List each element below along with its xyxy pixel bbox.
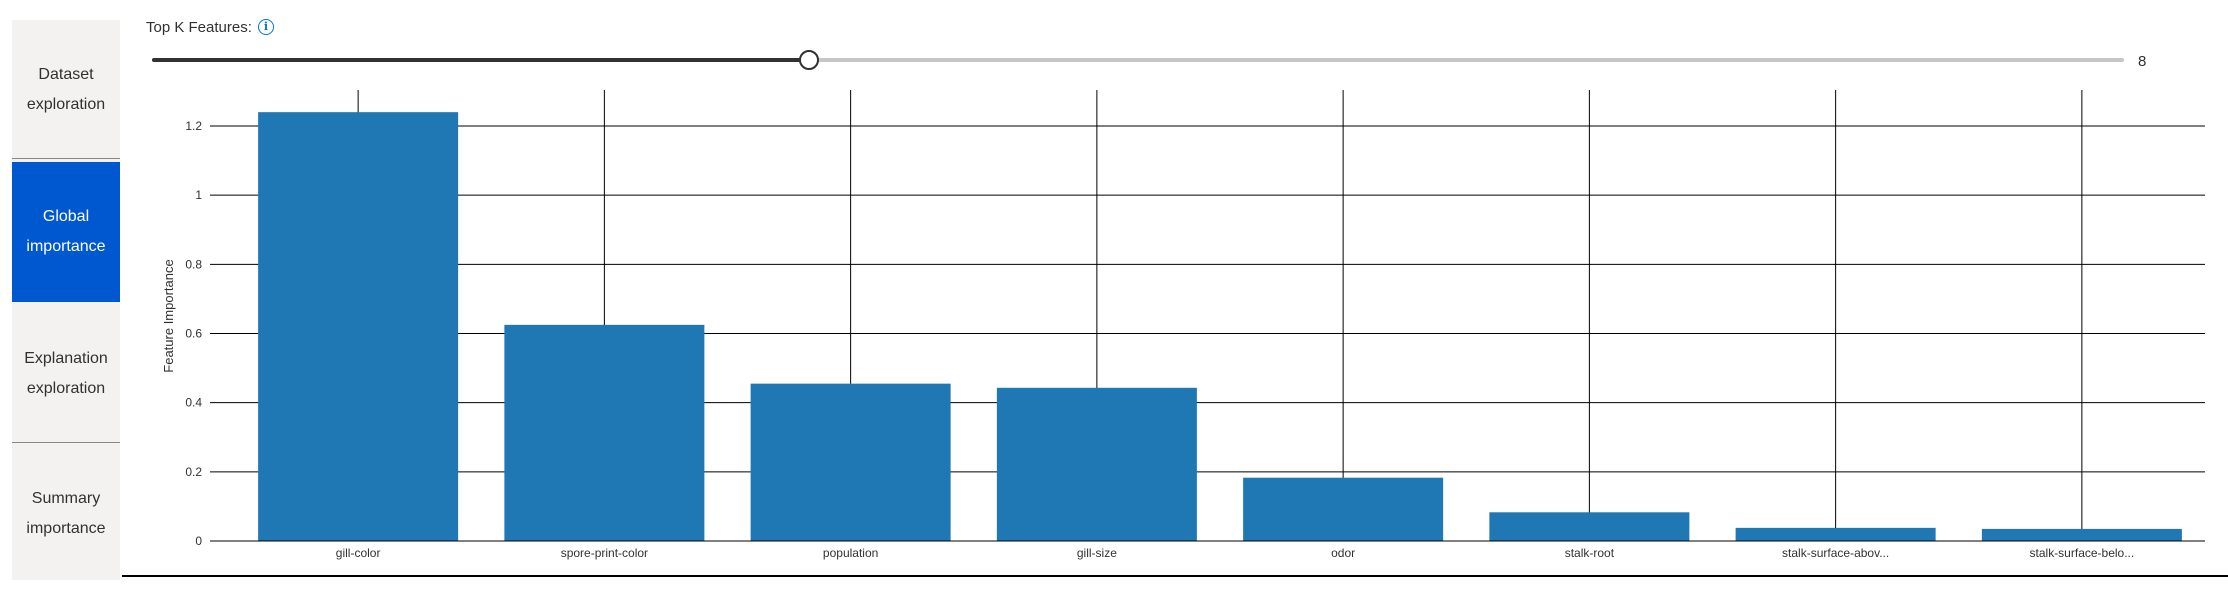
top-k-value: 8 [2138, 53, 2147, 70]
bar [258, 112, 459, 542]
y-tick-label: 0.6 [185, 327, 202, 341]
y-tick-label: 0.4 [185, 396, 202, 410]
nav-item-label: Global importance [26, 208, 106, 255]
y-tick-label: 1 [195, 188, 202, 202]
axes: 0 0.2 0.4 0.6 0.8 1 1.2 gill-color spore-print-c… [122, 119, 2228, 577]
slider-fill [152, 58, 810, 62]
x-tick-label: odor [1331, 546, 1355, 560]
x-tick-label: stalk-root [1565, 546, 1615, 560]
x-tick-label: stalk-surface-belo... [2030, 546, 2135, 560]
nav-divider [12, 158, 120, 159]
bar [996, 387, 1197, 541]
y-tick-label: 1.2 [185, 119, 202, 133]
x-tick-label: gill-color [336, 546, 381, 560]
y-tick-label: 0.8 [185, 257, 202, 271]
x-tick-label: stalk-surface-abov... [1782, 546, 1889, 560]
x-tick-label: population [823, 546, 878, 560]
nav-item-explanation-exploration[interactable]: Explanation exploration [12, 304, 120, 444]
slider-track[interactable] [152, 58, 2124, 62]
bars [258, 112, 2182, 542]
nav-item-label: Summary importance [26, 490, 106, 537]
y-tick-label: 0 [195, 534, 202, 548]
bar [1735, 527, 1936, 541]
y-axis-title: Feature Importance [161, 259, 176, 372]
bar [1981, 528, 2182, 541]
x-tick-label: spore-print-color [561, 546, 648, 560]
nav-divider [12, 442, 120, 443]
nav-item-label: Explanation exploration [24, 350, 108, 397]
x-tick-label: gill-size [1077, 546, 1117, 560]
nav-item-summary-importance[interactable]: Summary importance [12, 444, 120, 584]
nav-item-dataset-exploration[interactable]: Dataset exploration [12, 20, 120, 160]
bar [1489, 512, 1690, 541]
nav-item-global-importance[interactable]: Global importance [12, 162, 120, 302]
nav-item-label: Dataset exploration [26, 66, 106, 113]
slider-thumb[interactable] [799, 50, 820, 70]
top-k-slider[interactable] [152, 48, 2124, 72]
y-tick-label: 0.2 [185, 465, 202, 479]
bar [504, 324, 705, 541]
info-icon[interactable]: i [258, 19, 274, 35]
top-k-label: Top K Features: [146, 19, 252, 36]
bar [1243, 477, 1444, 541]
side-nav: Dataset exploration Global importance Ex… [12, 20, 120, 580]
bar [750, 383, 951, 541]
